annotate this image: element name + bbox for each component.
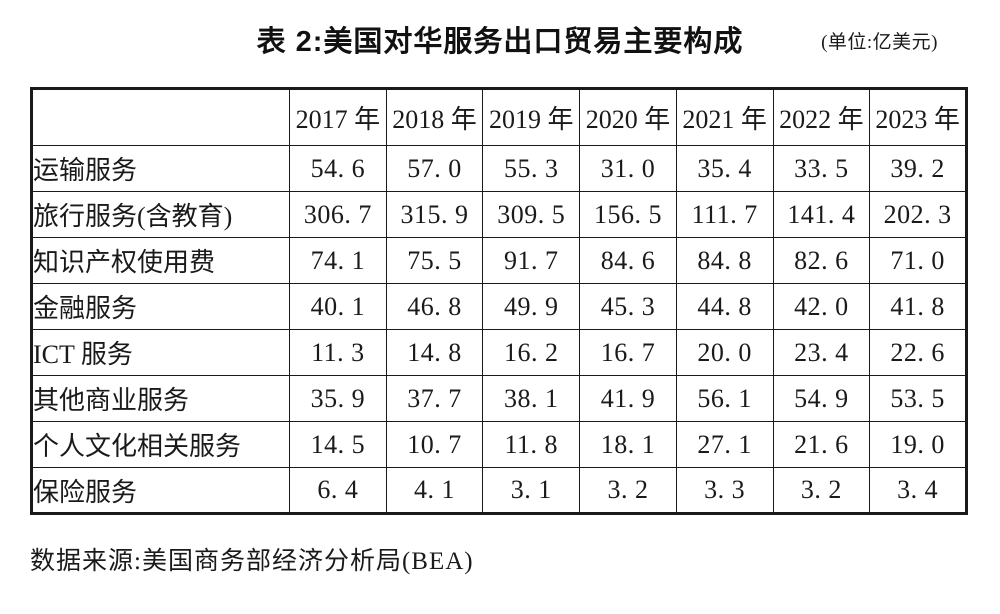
table-cell: 16. 7	[579, 329, 677, 376]
table-cell: 141. 4	[772, 191, 871, 238]
header-row: 2017 年 2018 年 2019 年 2020 年 2021 年 2022 年 2023…	[31, 88, 967, 146]
table-head: 2017 年 2018 年 2019 年 2020 年 2021 年 2022 年 2023…	[31, 88, 967, 146]
table-row: 知识产权使用费 74. 1 75. 5 91. 7 84. 6 84. 8 82. 6 71.…	[31, 237, 967, 284]
table-cell: 54. 9	[772, 375, 871, 422]
table-cell: 71. 0	[869, 237, 967, 284]
table-cell: 40. 1	[289, 283, 387, 330]
table-cell: 202. 3	[869, 191, 967, 238]
column-header: 2017 年	[289, 88, 387, 146]
table-cell: 21. 6	[772, 421, 871, 468]
table-cell: 309. 5	[482, 191, 581, 238]
column-header: 2018 年	[385, 88, 484, 146]
row-label: 个人文化相关服务	[31, 421, 290, 468]
table-cell: 37. 7	[385, 375, 484, 422]
data-source: 数据来源:美国商务部经济分析局(BEA)	[30, 548, 474, 575]
table-row: 其他商业服务 35. 9 37. 7 38. 1 41. 9 56. 1 54. 9 53. …	[31, 375, 967, 422]
table-cell: 22. 6	[869, 329, 967, 376]
row-label: 运输服务	[31, 145, 290, 192]
column-header: 2023 年	[869, 88, 967, 146]
row-label: 保险服务	[31, 467, 290, 514]
table-cell: 39. 2	[869, 145, 967, 192]
row-label: 其他商业服务	[31, 375, 290, 422]
table-cell: 3. 3	[675, 467, 774, 514]
table-cell: 74. 1	[289, 237, 387, 284]
table-cell: 18. 1	[579, 421, 677, 468]
row-label: ICT 服务	[31, 329, 290, 376]
table-cell: 31. 0	[579, 145, 677, 192]
column-header: 2022 年	[772, 88, 871, 146]
table-cell: 16. 2	[482, 329, 581, 376]
table-row: 个人文化相关服务 14. 5 10. 7 11. 8 18. 1 27. 1 21. 6 19…	[31, 421, 967, 468]
table-cell: 111. 7	[675, 191, 774, 238]
row-label: 金融服务	[31, 283, 290, 330]
table-cell: 3. 2	[579, 467, 677, 514]
table-cell: 20. 0	[675, 329, 774, 376]
table-cell: 55. 3	[482, 145, 581, 192]
table-cell: 54. 6	[289, 145, 387, 192]
table-cell: 14. 5	[289, 421, 387, 468]
table-cell: 35. 4	[675, 145, 774, 192]
table-cell: 3. 4	[869, 467, 967, 514]
table-cell: 75. 5	[385, 237, 484, 284]
table-cell: 3. 2	[772, 467, 871, 514]
unit-label: (单位:亿美元)	[821, 32, 938, 53]
data-table: 2017 年 2018 年 2019 年 2020 年 2021 年 2022 年 2023…	[30, 87, 968, 515]
row-label: 旅行服务(含教育)	[31, 191, 290, 238]
table-cell: 23. 4	[772, 329, 871, 376]
table-cell: 33. 5	[772, 145, 871, 192]
table-cell: 3. 1	[482, 467, 581, 514]
table-cell: 306. 7	[289, 191, 387, 238]
table-cell: 45. 3	[579, 283, 677, 330]
table-cell: 35. 9	[289, 375, 387, 422]
table-cell: 49. 9	[482, 283, 581, 330]
row-label: 知识产权使用费	[31, 237, 290, 284]
table-cell: 14. 8	[385, 329, 484, 376]
table-cell: 84. 6	[579, 237, 677, 284]
table-title: 表 2:美国对华服务出口贸易主要构成	[256, 26, 744, 58]
column-header: 2021 年	[675, 88, 774, 146]
table-row: ICT 服务 11. 3 14. 8 16. 2 16. 7 20. 0 23. 4 22. …	[31, 329, 967, 376]
table-cell: 53. 5	[869, 375, 967, 422]
table-caption: 表 2:美国对华服务出口贸易主要构成 (单位:亿美元)	[0, 18, 1000, 58]
table-cell: 82. 6	[772, 237, 871, 284]
table-row: 运输服务 54. 6 57. 0 55. 3 31. 0 35. 4 33. 5 39. 2	[31, 145, 967, 192]
table-cell: 44. 8	[675, 283, 774, 330]
table-cell: 315. 9	[385, 191, 484, 238]
column-header: 2019 年	[482, 88, 581, 146]
table-cell: 4. 1	[385, 467, 484, 514]
corner-cell	[31, 88, 290, 146]
table-cell: 19. 0	[869, 421, 967, 468]
table-cell: 27. 1	[675, 421, 774, 468]
table-row: 金融服务 40. 1 46. 8 49. 9 45. 3 44. 8 42. 0 41. 8	[31, 283, 967, 330]
table-cell: 57. 0	[385, 145, 484, 192]
table-cell: 38. 1	[482, 375, 581, 422]
table-cell: 11. 8	[482, 421, 581, 468]
table-cell: 42. 0	[772, 283, 871, 330]
table-cell: 84. 8	[675, 237, 774, 284]
table-cell: 41. 8	[869, 283, 967, 330]
table-cell: 46. 8	[385, 283, 484, 330]
table-cell: 41. 9	[579, 375, 677, 422]
table-cell: 6. 4	[289, 467, 387, 514]
table-cell: 91. 7	[482, 237, 581, 284]
table-cell: 156. 5	[579, 191, 677, 238]
table-cell: 10. 7	[385, 421, 484, 468]
table-cell: 56. 1	[675, 375, 774, 422]
table-row: 保险服务 6. 4 4. 1 3. 1 3. 2 3. 3 3. 2 3. 4	[31, 467, 967, 514]
table-cell: 11. 3	[289, 329, 387, 376]
column-header: 2020 年	[579, 88, 677, 146]
